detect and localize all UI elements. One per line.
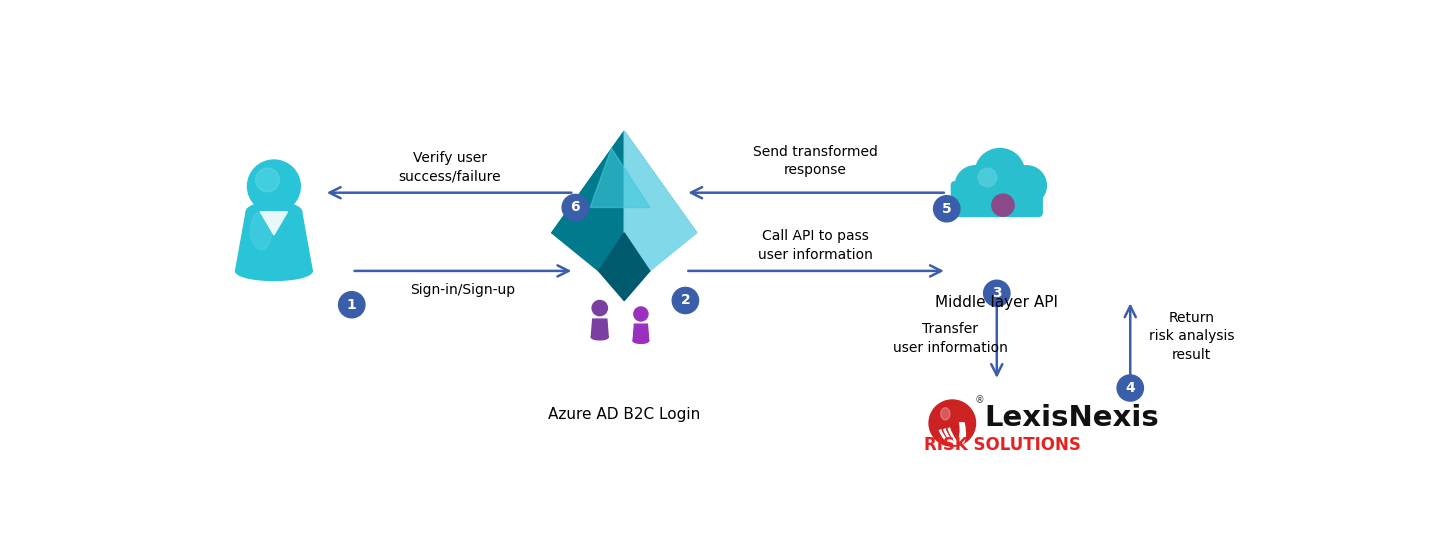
Polygon shape	[552, 131, 624, 271]
Ellipse shape	[591, 334, 608, 340]
Text: 5: 5	[941, 202, 951, 216]
Ellipse shape	[633, 338, 649, 343]
Polygon shape	[260, 212, 287, 235]
Polygon shape	[591, 319, 608, 337]
Text: RISK SOLUTIONS: RISK SOLUTIONS	[924, 436, 1081, 453]
Text: Sign-in/Sign-up: Sign-in/Sign-up	[410, 283, 515, 297]
Ellipse shape	[235, 261, 313, 281]
Polygon shape	[624, 131, 696, 271]
Polygon shape	[235, 212, 313, 271]
Circle shape	[563, 194, 588, 221]
Ellipse shape	[941, 408, 950, 420]
Text: Send transformed
response: Send transformed response	[753, 145, 878, 177]
Circle shape	[928, 400, 976, 446]
FancyBboxPatch shape	[951, 182, 1042, 216]
Circle shape	[255, 168, 280, 192]
Circle shape	[1007, 166, 1046, 205]
Polygon shape	[552, 131, 696, 233]
Circle shape	[339, 292, 364, 318]
Polygon shape	[590, 148, 650, 208]
Circle shape	[593, 300, 607, 316]
Circle shape	[993, 179, 1027, 213]
Circle shape	[634, 307, 649, 321]
Text: Verify user
success/failure: Verify user success/failure	[399, 151, 501, 183]
Polygon shape	[633, 324, 649, 341]
Ellipse shape	[247, 202, 301, 221]
Text: 1: 1	[347, 298, 357, 312]
Circle shape	[934, 195, 960, 222]
Circle shape	[979, 168, 997, 187]
Text: Transfer
user information: Transfer user information	[893, 322, 1007, 355]
Text: Middle layer API: Middle layer API	[936, 295, 1058, 310]
Text: 6: 6	[571, 200, 580, 215]
Text: LexisNexis: LexisNexis	[984, 405, 1159, 433]
Text: 4: 4	[1125, 381, 1135, 395]
Circle shape	[976, 149, 1025, 198]
Text: ®: ®	[974, 395, 984, 405]
Text: 2: 2	[680, 294, 690, 307]
Circle shape	[973, 179, 1007, 213]
Circle shape	[1116, 375, 1144, 401]
Circle shape	[992, 194, 1015, 216]
Text: Azure AD B2C Login: Azure AD B2C Login	[548, 407, 700, 422]
Circle shape	[983, 280, 1010, 306]
Text: Call API to pass
user information: Call API to pass user information	[758, 229, 872, 262]
Circle shape	[247, 160, 300, 212]
Ellipse shape	[251, 212, 271, 250]
Text: Return
risk analysis
result: Return risk analysis result	[1148, 311, 1234, 362]
Text: 3: 3	[992, 287, 1002, 300]
Polygon shape	[598, 233, 650, 301]
Circle shape	[956, 166, 994, 205]
Circle shape	[672, 288, 699, 313]
